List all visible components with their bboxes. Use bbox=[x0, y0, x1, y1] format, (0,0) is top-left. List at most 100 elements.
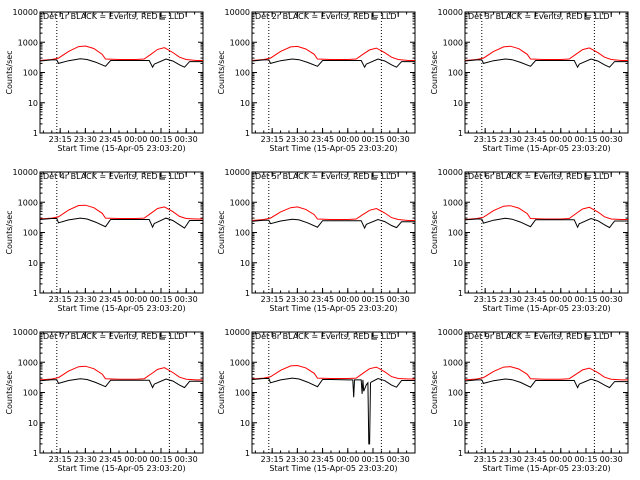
y-tick-label: 10000 bbox=[13, 328, 38, 337]
y-tick-label: 10 bbox=[240, 419, 250, 428]
y-tick-label: 1000 bbox=[230, 358, 250, 367]
y-tick-label: 10000 bbox=[13, 8, 38, 17]
events-series-line bbox=[39, 217, 203, 229]
x-tick-label: 23:45 bbox=[99, 295, 122, 304]
x-tick-label: 00:15 bbox=[574, 135, 597, 144]
events-series-line bbox=[464, 378, 628, 389]
y-tick-label: 10000 bbox=[13, 168, 38, 177]
lld-series-line bbox=[39, 204, 203, 220]
events-series-line bbox=[251, 218, 415, 230]
panel-title: Det 9r BLACK = Events, RED = LLD bbox=[468, 332, 610, 341]
y-tick-label: 10000 bbox=[438, 168, 463, 177]
x-tick-label: 23:30 bbox=[74, 135, 97, 144]
events-series-line bbox=[39, 378, 203, 389]
x-tick-label: 23:30 bbox=[74, 295, 97, 304]
detector-panel: Det 8r BLACK = Events, RED = LLD 1 10 100 10… bbox=[217, 328, 416, 473]
y-tick-label: 10 bbox=[28, 259, 38, 268]
y-tick-label: 1 bbox=[245, 129, 250, 138]
y-axis-label: Counts/sec bbox=[5, 50, 14, 94]
lld-series-line bbox=[464, 366, 628, 381]
x-tick-label: 23:45 bbox=[524, 295, 547, 304]
x-tick-label: 00:15 bbox=[361, 295, 384, 304]
bracket-marker bbox=[584, 13, 590, 20]
x-axis-label: Start Time (15-Apr-05 23:03:20) bbox=[269, 144, 397, 153]
x-tick-label: 00:30 bbox=[600, 135, 623, 144]
x-tick-label: 23:15 bbox=[49, 295, 72, 304]
panel-title: Det 8r BLACK = Events, RED = LLD bbox=[255, 332, 397, 341]
plot-frame bbox=[464, 171, 629, 294]
x-axis-label: Start Time (15-Apr-05 23:03:20) bbox=[482, 304, 610, 313]
y-axis-label: Counts/sec bbox=[217, 50, 226, 94]
bracket-marker bbox=[159, 333, 165, 340]
x-tick-label: 00:00 bbox=[124, 455, 147, 464]
lld-series-line bbox=[251, 364, 415, 380]
x-tick-label: 23:15 bbox=[474, 295, 497, 304]
y-tick-label: 1000 bbox=[18, 358, 38, 367]
y-tick-label: 1 bbox=[33, 129, 38, 138]
x-tick-label: 00:30 bbox=[600, 295, 623, 304]
lld-series-line bbox=[464, 45, 628, 61]
detector-panel: Det 2r BLACK = Events, RED = LLD 1 10 100 10… bbox=[217, 8, 416, 153]
x-tick-label: 00:15 bbox=[574, 455, 597, 464]
x-axis-label: Start Time (15-Apr-05 23:03:20) bbox=[269, 464, 397, 473]
y-tick-label: 1 bbox=[245, 449, 250, 458]
plot-frame bbox=[464, 11, 629, 134]
lld-series-line bbox=[39, 365, 203, 381]
events-series-line bbox=[39, 58, 203, 69]
detector-panel: Det 3r BLACK = Events, RED = LLD 1 10 100 10… bbox=[430, 8, 629, 153]
x-tick-label: 23:30 bbox=[286, 455, 309, 464]
x-tick-label: 23:30 bbox=[74, 455, 97, 464]
x-tick-label: 00:30 bbox=[175, 135, 198, 144]
y-tick-label: 1 bbox=[245, 289, 250, 298]
y-axis-label: Counts/sec bbox=[430, 210, 439, 254]
y-tick-label: 10000 bbox=[225, 168, 250, 177]
y-tick-label: 10 bbox=[453, 99, 463, 108]
x-tick-label: 23:30 bbox=[499, 295, 522, 304]
detector-panel: Det 1r BLACK = Events, RED = LLD 1 10 100 10… bbox=[5, 8, 204, 153]
x-tick-label: 23:30 bbox=[499, 135, 522, 144]
x-tick-label: 23:30 bbox=[286, 135, 309, 144]
x-axis-label: Start Time (15-Apr-05 23:03:20) bbox=[57, 144, 185, 153]
x-tick-label: 23:45 bbox=[524, 455, 547, 464]
x-tick-label: 00:30 bbox=[387, 295, 410, 304]
x-tick-label: 23:45 bbox=[311, 295, 334, 304]
y-axis-label: Counts/sec bbox=[217, 210, 226, 254]
x-axis-label: Start Time (15-Apr-05 23:03:20) bbox=[482, 464, 610, 473]
y-tick-label: 1 bbox=[33, 449, 38, 458]
y-tick-label: 100 bbox=[23, 389, 38, 398]
panel-title: Det 2r BLACK = Events, RED = LLD bbox=[255, 12, 397, 21]
y-tick-label: 1 bbox=[458, 289, 463, 298]
lld-series-line bbox=[464, 205, 628, 220]
y-axis-label: Counts/sec bbox=[430, 370, 439, 414]
y-tick-label: 10000 bbox=[438, 328, 463, 337]
detector-panel: Det 5r BLACK = Events, RED = LLD 1 10 100 10… bbox=[217, 168, 416, 313]
y-tick-label: 100 bbox=[448, 229, 463, 238]
detector-panel: Det 6r BLACK = Events, RED = LLD 1 10 100 10… bbox=[430, 168, 629, 313]
x-tick-label: 00:30 bbox=[387, 135, 410, 144]
bracket-marker bbox=[371, 173, 377, 180]
y-tick-label: 10 bbox=[240, 99, 250, 108]
plot-frame bbox=[251, 11, 416, 134]
plot-frame bbox=[251, 171, 416, 294]
y-tick-label: 100 bbox=[23, 69, 38, 78]
y-tick-label: 10 bbox=[240, 259, 250, 268]
x-tick-label: 00:30 bbox=[175, 295, 198, 304]
x-axis-label: Start Time (15-Apr-05 23:03:20) bbox=[269, 304, 397, 313]
y-tick-label: 1 bbox=[458, 129, 463, 138]
x-tick-label: 00:15 bbox=[361, 455, 384, 464]
y-tick-label: 100 bbox=[448, 69, 463, 78]
x-axis-label: Start Time (15-Apr-05 23:03:20) bbox=[57, 304, 185, 313]
plot-frame bbox=[39, 171, 204, 294]
bracket-marker bbox=[159, 173, 165, 180]
y-axis-label: Counts/sec bbox=[217, 370, 226, 414]
bracket-marker bbox=[584, 173, 590, 180]
x-tick-label: 00:15 bbox=[149, 455, 172, 464]
y-tick-label: 10 bbox=[28, 99, 38, 108]
y-tick-label: 10000 bbox=[225, 328, 250, 337]
y-tick-label: 1 bbox=[33, 289, 38, 298]
x-tick-label: 00:30 bbox=[600, 455, 623, 464]
x-axis-label: Start Time (15-Apr-05 23:03:20) bbox=[57, 464, 185, 473]
y-tick-label: 10 bbox=[28, 419, 38, 428]
x-tick-label: 00:15 bbox=[149, 295, 172, 304]
